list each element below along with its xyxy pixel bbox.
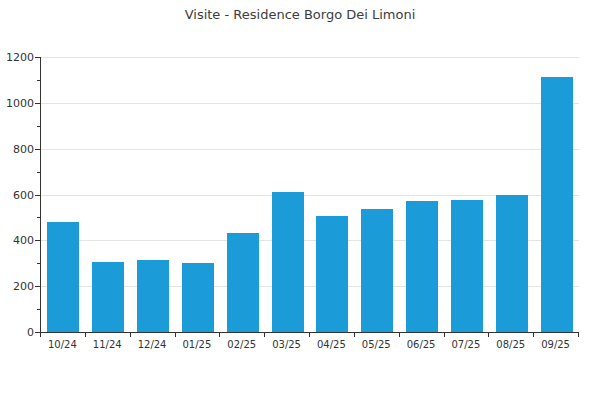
y-minor-tick xyxy=(37,80,40,81)
bar xyxy=(496,195,528,332)
x-axis-tick xyxy=(309,333,310,337)
x-tick-label: 03/25 xyxy=(264,339,309,351)
x-axis-tick xyxy=(399,333,400,337)
y-tick-label: 1200 xyxy=(0,52,34,63)
chart-page: Visite - Residence Borgo Dei Limoni 0 200… xyxy=(0,0,600,400)
bar xyxy=(361,209,393,332)
y-tick-label: 1000 xyxy=(0,98,34,109)
gridline xyxy=(41,149,579,150)
bar xyxy=(182,263,214,332)
y-minor-tick xyxy=(37,309,40,310)
y-minor-tick xyxy=(37,217,40,218)
y-major-tick xyxy=(35,103,40,104)
x-tick-label: 09/25 xyxy=(533,339,578,351)
x-axis-tick xyxy=(533,333,534,337)
x-tick-label: 04/25 xyxy=(309,339,354,351)
x-axis-tick xyxy=(578,333,579,337)
gridline xyxy=(41,57,579,58)
bar xyxy=(47,222,79,332)
y-tick-label: 0 xyxy=(0,327,34,338)
bar xyxy=(541,77,573,332)
y-minor-tick xyxy=(37,172,40,173)
bar xyxy=(451,200,483,332)
bar xyxy=(92,262,124,332)
bar xyxy=(406,201,438,332)
y-minor-tick xyxy=(37,126,40,127)
x-axis-tick xyxy=(488,333,489,337)
y-tick-label: 200 xyxy=(0,281,34,292)
y-major-tick xyxy=(35,195,40,196)
x-axis-tick xyxy=(354,333,355,337)
x-tick-label: 08/25 xyxy=(488,339,533,351)
x-axis-tick xyxy=(264,333,265,337)
bar xyxy=(227,233,259,332)
x-tick-label: 01/25 xyxy=(175,339,220,351)
y-minor-tick xyxy=(37,263,40,264)
x-tick-label: 02/25 xyxy=(219,339,264,351)
plot-area xyxy=(40,57,579,333)
x-axis-tick xyxy=(444,333,445,337)
x-axis-tick xyxy=(85,333,86,337)
y-major-tick xyxy=(35,149,40,150)
x-tick-label: 07/25 xyxy=(444,339,489,351)
x-tick-label: 10/24 xyxy=(40,339,85,351)
y-tick-label: 800 xyxy=(0,144,34,155)
x-tick-label: 06/25 xyxy=(399,339,444,351)
x-axis-tick xyxy=(130,333,131,337)
x-axis-tick xyxy=(219,333,220,337)
x-tick-label: 12/24 xyxy=(130,339,175,351)
bar xyxy=(272,192,304,332)
y-major-tick xyxy=(35,286,40,287)
chart-title: Visite - Residence Borgo Dei Limoni xyxy=(0,7,600,22)
gridline xyxy=(41,103,579,104)
x-tick-label: 11/24 xyxy=(85,339,130,351)
bar xyxy=(137,260,169,332)
x-tick-label: 05/25 xyxy=(354,339,399,351)
y-tick-label: 400 xyxy=(0,235,34,246)
y-major-tick xyxy=(35,57,40,58)
x-axis-tick xyxy=(40,333,41,337)
x-axis-tick xyxy=(175,333,176,337)
y-tick-label: 600 xyxy=(0,190,34,201)
y-major-tick xyxy=(35,240,40,241)
bar xyxy=(316,216,348,332)
